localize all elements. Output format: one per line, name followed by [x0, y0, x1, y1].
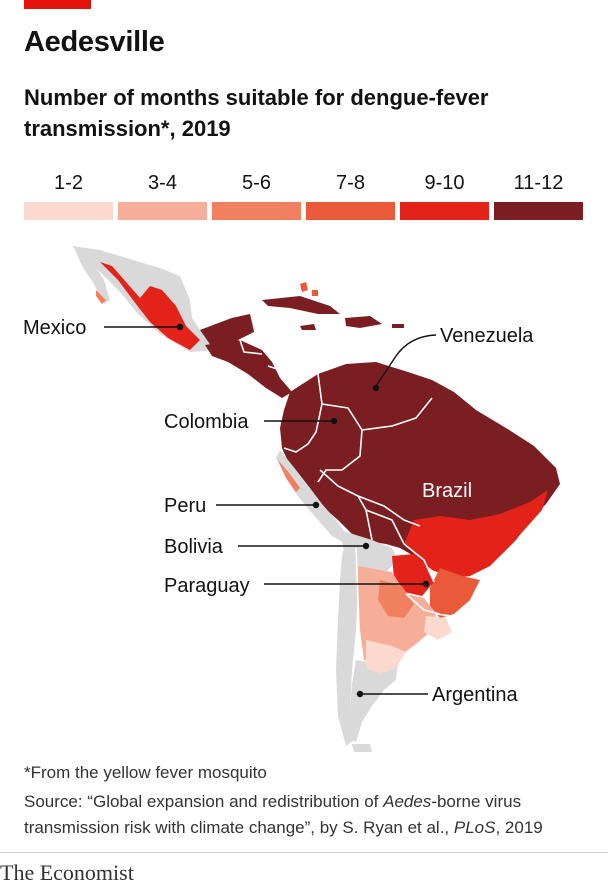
label-dots: [176, 323, 430, 698]
jamaica: [300, 324, 316, 330]
legend-label: 3-4: [148, 172, 177, 194]
legend-swatch: [24, 202, 113, 220]
label-bolivia: Bolivia: [164, 536, 224, 558]
hispaniola: [345, 316, 382, 328]
legend-label: 7-8: [336, 172, 365, 194]
source-prefix: Source: “Global expansion and redistribu…: [24, 792, 384, 811]
chart-subtitle: Number of months suitable for dengue-fev…: [24, 85, 489, 141]
legend-swatch: [212, 202, 301, 220]
legend: 1-2 3-4 5-6 7-8 9-10 11-12: [24, 168, 584, 224]
brazil-south-mid: [430, 568, 480, 618]
legend-label: 5-6: [242, 172, 271, 194]
brand-logo-text: The Economist: [0, 860, 134, 885]
baja-warm: [96, 290, 106, 304]
andes-peru: [276, 450, 348, 544]
legend-swatch: [400, 202, 489, 220]
legend-swatch: [306, 202, 395, 220]
label-leaders: [104, 326, 437, 695]
legend-item-3-4: 3-4: [118, 168, 207, 220]
label-venezuela: Venezuela: [440, 325, 534, 347]
label-peru: Peru: [164, 495, 206, 517]
source-suffix: , 2019: [495, 818, 543, 837]
central-america: [205, 340, 292, 398]
mexico-warm-coast: [100, 262, 200, 350]
cuba: [262, 296, 340, 314]
legend-label: 11-12: [513, 172, 564, 194]
source-note: Source: “Global expansion and redistribu…: [24, 789, 594, 841]
label-argentina: Argentina: [432, 684, 518, 706]
footnote: *From the yellow fever mosquito: [24, 763, 267, 782]
latin-america-map: Mexico Venezuela Colombia Brazil Peru Bo…: [23, 246, 560, 752]
argentina-pampas: [366, 640, 406, 674]
legend-item-5-6: 5-6: [212, 168, 301, 220]
footer-divider: [0, 852, 608, 853]
label-paraguay: Paraguay: [164, 575, 250, 597]
puerto-rico: [392, 324, 404, 328]
source-italic-aedes: Aedes: [383, 792, 432, 811]
tierra-del-fuego: [352, 744, 372, 752]
source-middle: -borne virus transmission risk with clim…: [24, 792, 522, 837]
argentina-northeast: [378, 580, 414, 618]
mexico-yucatan: [200, 314, 254, 350]
label-colombia: Colombia: [164, 411, 249, 433]
label-brazil: Brazil: [422, 480, 472, 502]
argentina-south: [350, 660, 398, 742]
legend-swatch: [118, 202, 207, 220]
uruguay: [424, 616, 452, 640]
legend-item-11-12: 11-12: [494, 168, 583, 220]
bahamas: [300, 282, 318, 296]
legend-label: 9-10: [424, 172, 465, 194]
source-italic-plos: PLoS: [453, 818, 496, 837]
country-borders: [239, 339, 453, 661]
legend-item-7-8: 7-8: [306, 168, 395, 220]
label-mexico: Mexico: [23, 317, 86, 339]
brazil-southeast-warm: [404, 490, 548, 578]
economist-red-tag: [24, 0, 91, 9]
legend-swatch: [494, 202, 583, 220]
chart-title: Aedesville: [24, 26, 165, 58]
legend-item-9-10: 9-10: [400, 168, 489, 220]
legend-item-1-2: 1-2: [24, 168, 113, 220]
peru-coast-warm: [278, 460, 300, 492]
baja-california: [75, 250, 110, 304]
legend-label: 1-2: [54, 172, 83, 194]
chile: [336, 540, 358, 746]
